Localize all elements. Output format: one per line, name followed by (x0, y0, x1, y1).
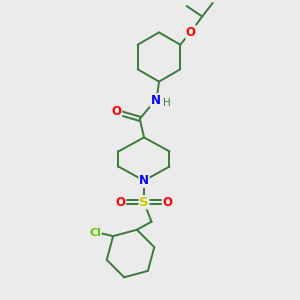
Text: S: S (139, 196, 149, 209)
Text: O: O (162, 196, 172, 209)
Text: O: O (116, 196, 126, 209)
Text: Cl: Cl (89, 228, 101, 238)
Text: N: N (150, 94, 161, 107)
Text: O: O (186, 26, 196, 39)
Text: N: N (139, 174, 149, 187)
Text: O: O (112, 104, 122, 118)
Text: H: H (163, 98, 171, 108)
